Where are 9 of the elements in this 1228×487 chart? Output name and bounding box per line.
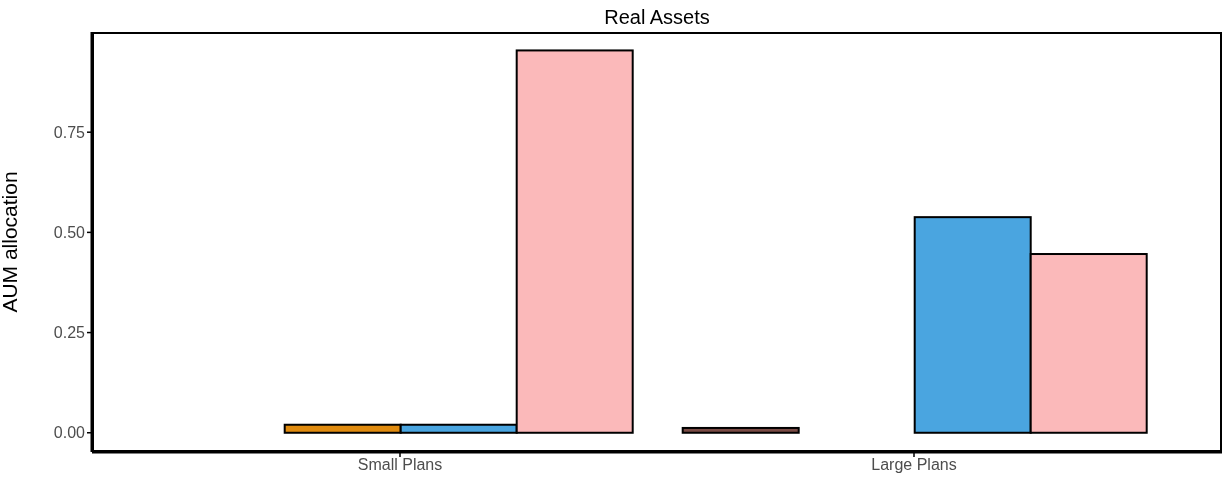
x-tick-label: Small Plans bbox=[357, 456, 443, 474]
y-tick-label: 0.75 bbox=[53, 123, 86, 141]
y-axis-title: AUM allocation bbox=[0, 171, 22, 313]
y-tick-label: 0.25 bbox=[53, 324, 86, 342]
y-tick-label: 0.50 bbox=[53, 224, 86, 242]
chart-title: Real Assets bbox=[603, 6, 711, 29]
bar bbox=[681, 426, 800, 434]
x-tick-label: Large Plans bbox=[871, 456, 957, 474]
y-tick-label: 0.00 bbox=[53, 424, 86, 442]
